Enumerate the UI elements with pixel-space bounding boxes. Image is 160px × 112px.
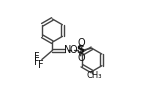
Text: F: F xyxy=(34,57,39,67)
Text: F: F xyxy=(34,52,39,62)
Text: F: F xyxy=(38,60,44,70)
Text: S: S xyxy=(76,45,84,55)
Text: O: O xyxy=(78,38,86,48)
Text: O: O xyxy=(78,53,86,63)
Text: N: N xyxy=(64,45,71,55)
Text: O: O xyxy=(69,45,77,55)
Text: CH₃: CH₃ xyxy=(86,71,102,80)
